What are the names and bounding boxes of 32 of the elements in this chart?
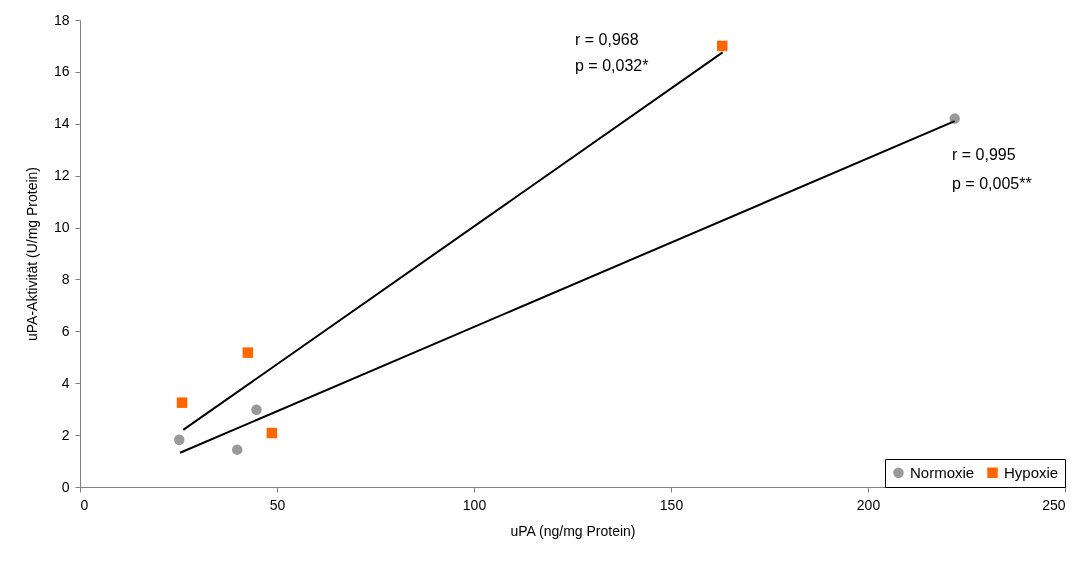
x-axis-title: uPA (ng/mg Protein) [510,522,636,539]
y-tick-label: 2 [61,426,70,443]
y-tick-label: 4 [61,374,70,391]
x-tick-label: 50 [269,496,286,513]
annotation: p = 0,032* [575,57,649,74]
point [176,397,188,408]
point [266,427,278,439]
x-tick-label: 250 [1042,496,1066,513]
legend-label: Hypoxie [1004,463,1059,481]
annotation: r = 0,995 [952,146,1016,163]
annotation: r = 0,968 [575,31,639,48]
y-tick-label: 18 [53,11,70,28]
annotation: p = 0,005** [952,175,1032,192]
x-tick-label: 200 [856,496,881,513]
x-tick-label: 150 [659,496,684,513]
y-axis-title: uPA-Aktivität (U/mg Protein) [23,166,40,342]
y-tick-label: 16 [53,63,70,80]
point [716,40,728,52]
point [242,347,254,358]
y-tick-label: 14 [53,115,70,132]
x-tick-label: 100 [462,496,487,513]
y-tick-label: 6 [61,322,70,339]
point [949,113,960,124]
point [231,444,243,455]
legend-label: Normoxie [910,463,975,481]
y-tick-label: 8 [61,270,70,287]
point [174,434,185,446]
y-tick-label: 0 [61,478,70,495]
y-tick-label: 10 [53,219,70,236]
y-tick-label: 12 [53,167,70,184]
point [251,404,262,415]
x-tick-label: 0 [80,496,89,513]
